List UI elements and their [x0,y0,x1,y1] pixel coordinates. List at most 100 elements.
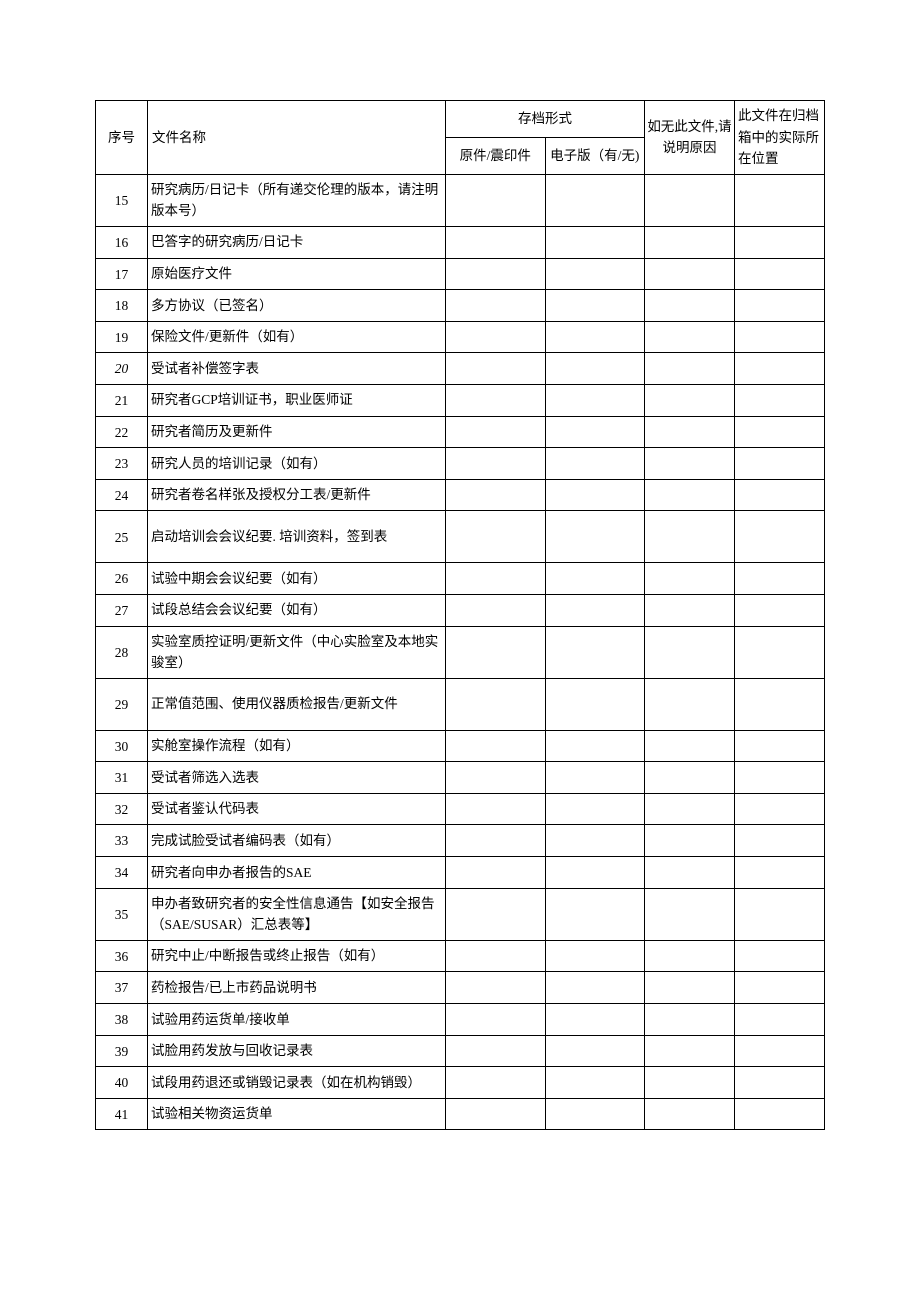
table-row: 26试验中期会会议纪要（如有） [96,563,825,595]
table-row: 41试验相关物资运货单 [96,1098,825,1130]
cell-archive1 [446,940,546,972]
cell-archive2 [545,258,645,290]
cell-archive2 [545,290,645,322]
cell-reason [645,258,735,290]
cell-location [735,1004,825,1036]
cell-reason [645,972,735,1004]
cell-seq: 40 [96,1067,148,1099]
header-archive1: 原件/震印件 [446,137,546,174]
cell-name: 研究人员的培训记录（如有） [148,448,446,480]
cell-location [735,563,825,595]
cell-archive1 [446,1035,546,1067]
cell-archive1 [446,226,546,258]
header-reason: 如无此文件,请说明原因 [645,101,735,175]
cell-reason [645,384,735,416]
cell-archive2 [545,857,645,889]
cell-archive2 [545,940,645,972]
cell-location [735,678,825,730]
table-row: 37药检报告/已上市药品说明书 [96,972,825,1004]
table-body: 15研究病历/日记卡（所有递交伦理的版本，请注明版本号）16巴答字的研究病历/日… [96,174,825,1130]
cell-archive2 [545,1067,645,1099]
cell-seq: 25 [96,511,148,563]
cell-archive1 [446,1098,546,1130]
table-row: 31受试者筛选入选表 [96,762,825,794]
cell-archive2 [545,888,645,940]
table-row: 16巴答字的研究病历/日记卡 [96,226,825,258]
table-row: 24研究者卷名样张及授权分工表/更新件 [96,479,825,511]
cell-archive2 [545,1004,645,1036]
cell-archive2 [545,416,645,448]
cell-name: 受试者鉴认代码表 [148,793,446,825]
header-location: 此文件在归档箱中的实际所在位置 [735,101,825,175]
cell-seq: 38 [96,1004,148,1036]
cell-name: 多方协议（已签名） [148,290,446,322]
cell-reason [645,448,735,480]
cell-name: 启动培训会会议纪要. 培训资料，签到表 [148,511,446,563]
cell-name: 试验用药运货单/接收单 [148,1004,446,1036]
cell-location [735,226,825,258]
cell-seq: 18 [96,290,148,322]
cell-seq: 26 [96,563,148,595]
cell-name: 巴答字的研究病历/日记卡 [148,226,446,258]
cell-archive2 [545,321,645,353]
cell-archive2 [545,479,645,511]
cell-seq: 37 [96,972,148,1004]
cell-location [735,825,825,857]
cell-seq: 36 [96,940,148,972]
table-row: 29正常值范围、使用仪器质检报告/更新文件 [96,678,825,730]
cell-seq: 20 [96,353,148,385]
cell-seq: 21 [96,384,148,416]
cell-name: 原始医疗文件 [148,258,446,290]
cell-name: 受试者补偿签字表 [148,353,446,385]
cell-seq: 30 [96,730,148,762]
cell-archive2 [545,226,645,258]
cell-name: 实舱室操作流程（如有） [148,730,446,762]
table-row: 22研究者简历及更新件 [96,416,825,448]
table-row: 32受试者鉴认代码表 [96,793,825,825]
cell-archive1 [446,258,546,290]
cell-name: 研究者GCP培训证书，职业医师证 [148,384,446,416]
cell-location [735,1035,825,1067]
cell-archive1 [446,511,546,563]
cell-location [735,626,825,678]
cell-reason [645,226,735,258]
cell-reason [645,1067,735,1099]
cell-reason [645,1035,735,1067]
cell-archive2 [545,972,645,1004]
cell-seq: 41 [96,1098,148,1130]
cell-reason [645,416,735,448]
table-row: 28实验室质控证明/更新文件（中心实脸室及本地实骏室） [96,626,825,678]
cell-name: 正常值范围、使用仪器质检报告/更新文件 [148,678,446,730]
cell-archive1 [446,730,546,762]
cell-location [735,258,825,290]
cell-reason [645,730,735,762]
cell-location [735,511,825,563]
cell-location [735,321,825,353]
cell-reason [645,321,735,353]
cell-seq: 28 [96,626,148,678]
cell-location [735,416,825,448]
cell-location [735,479,825,511]
cell-seq: 34 [96,857,148,889]
table-row: 21研究者GCP培训证书，职业医师证 [96,384,825,416]
cell-reason [645,857,735,889]
cell-archive1 [446,448,546,480]
cell-archive1 [446,321,546,353]
header-archive-group: 存档形式 [446,101,645,138]
table-row: 18多方协议（已签名） [96,290,825,322]
cell-name: 研究病历/日记卡（所有递交伦理的版本，请注明版本号） [148,174,446,226]
cell-seq: 35 [96,888,148,940]
cell-reason [645,479,735,511]
cell-location [735,762,825,794]
cell-archive2 [545,1035,645,1067]
cell-seq: 19 [96,321,148,353]
cell-archive2 [545,384,645,416]
cell-name: 药检报告/已上市药品说明书 [148,972,446,1004]
cell-reason [645,1004,735,1036]
cell-name: 实验室质控证明/更新文件（中心实脸室及本地实骏室） [148,626,446,678]
cell-archive2 [545,174,645,226]
cell-reason [645,626,735,678]
cell-seq: 17 [96,258,148,290]
cell-archive2 [545,563,645,595]
header-seq: 序号 [96,101,148,175]
